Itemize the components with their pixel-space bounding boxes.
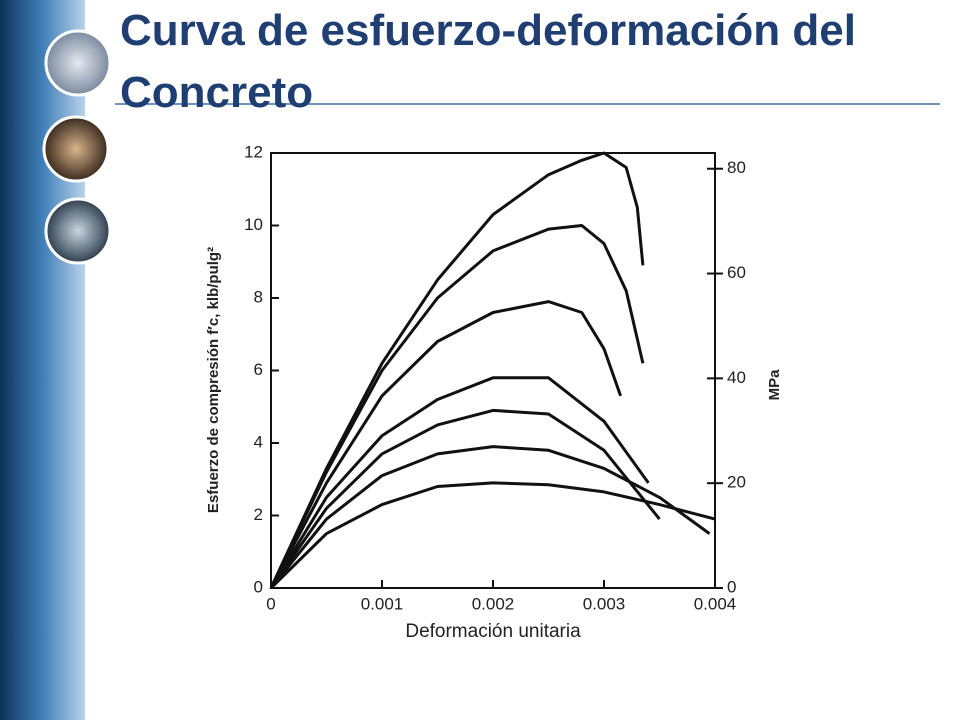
curve [269, 481, 716, 590]
y2-tick-label: 20 [727, 473, 746, 492]
y-tick-label: 2 [254, 505, 263, 524]
y2-tick-label: 60 [727, 263, 746, 282]
y-tick-label: 10 [244, 215, 263, 234]
x-tick-label: 0.004 [694, 594, 737, 613]
y-tick-label: 8 [254, 287, 263, 306]
side-strip [0, 0, 85, 720]
curve [269, 300, 623, 589]
slide-title: Curva de esfuerzo-deformación del Concre… [120, 6, 856, 117]
photo [44, 197, 112, 265]
x-tick-label: 0.003 [583, 594, 626, 613]
curve [269, 224, 645, 589]
y2-tick-label: 40 [727, 368, 746, 387]
plot-frame [270, 152, 716, 589]
y2-axis-label: MPa [766, 369, 783, 401]
x-tick-label: 0.002 [472, 594, 515, 613]
y-tick-label: 4 [254, 432, 263, 451]
y2-tick-label: 80 [727, 158, 746, 177]
photo [42, 115, 110, 183]
y-axis-label: Esfuerzo de compresión f′c, klb/pulg² [205, 247, 222, 513]
x-tick-label: 0.001 [361, 594, 404, 613]
y-tick-label: 6 [254, 360, 263, 379]
curve [269, 408, 661, 589]
y-tick-label: 0 [254, 577, 263, 596]
y-tick-label: 12 [244, 142, 263, 161]
curve [269, 151, 645, 589]
x-axis-label: Deformación unitaria [405, 621, 581, 642]
y2-tick-label: 0 [727, 577, 736, 596]
curve [269, 445, 711, 589]
x-tick-label: 0 [266, 594, 275, 613]
curve [269, 376, 650, 589]
photo [44, 29, 112, 97]
